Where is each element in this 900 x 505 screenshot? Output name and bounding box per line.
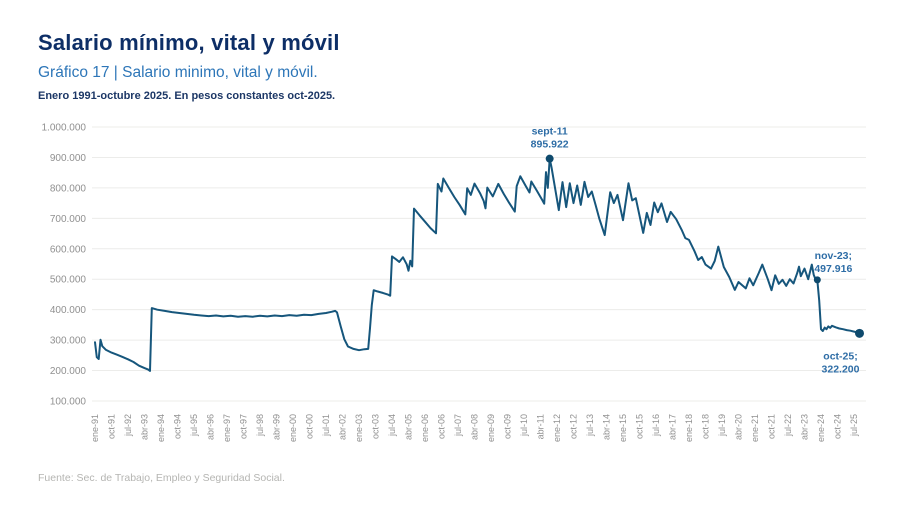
x-tick-label: abr-05 [404, 414, 414, 440]
x-tick-label: jul-10 [519, 414, 529, 437]
data-point-marker-nov-23 [813, 276, 821, 284]
x-tick-label: jul-16 [651, 414, 661, 437]
x-tick-label: abr-20 [734, 414, 744, 440]
x-tick-label: jul-95 [189, 414, 199, 437]
x-tick-label: abr-08 [470, 414, 480, 440]
annotation-sept-11: sept-11 [532, 126, 568, 138]
x-tick-label: oct-91 [107, 414, 117, 439]
y-tick-label: 100.000 [50, 397, 87, 408]
x-tick-label: jul-01 [321, 414, 331, 437]
x-tick-label: oct-00 [305, 414, 315, 439]
x-tick-label: jul-19 [717, 414, 727, 437]
x-tick-label: jul-07 [453, 414, 463, 437]
x-tick-label: jul-25 [849, 414, 859, 437]
x-tick-label: ene-91 [90, 414, 100, 442]
annotation-nov-23: nov-23; [815, 250, 852, 262]
x-tick-label: ene-21 [750, 414, 760, 442]
x-tick-label: oct-03 [371, 414, 381, 439]
x-tick-label: abr-17 [668, 414, 678, 440]
x-tick-label: ene-06 [420, 414, 430, 442]
x-tick-label: oct-15 [635, 414, 645, 439]
x-tick-label: jul-22 [783, 414, 793, 437]
y-tick-label: 300.000 [50, 336, 87, 347]
annotation-sept-11: 895.922 [531, 139, 569, 151]
y-tick-label: 600.000 [50, 244, 87, 255]
x-tick-label: abr-93 [140, 414, 150, 440]
chart-subtitle: Gráfico 17 | Salario minimo, vital y móv… [38, 64, 318, 81]
x-tick-label: oct-24 [833, 414, 843, 439]
x-tick-label: oct-97 [239, 414, 249, 439]
x-tick-label: ene-15 [618, 414, 628, 442]
data-point-marker-oct-25 [855, 328, 864, 338]
x-tick-label: oct-94 [173, 414, 183, 439]
source-note: Fuente: Sec. de Trabajo, Empleo y Seguri… [38, 472, 285, 484]
x-tick-label: ene-94 [156, 414, 166, 442]
y-tick-label: 900.000 [50, 153, 87, 164]
y-tick-label: 200.000 [50, 366, 87, 377]
x-tick-label: ene-12 [552, 414, 562, 442]
x-tick-label: abr-14 [602, 414, 612, 440]
x-tick-label: abr-23 [800, 414, 810, 440]
x-tick-label: abr-96 [206, 414, 216, 440]
y-tick-label: 1.000.000 [42, 123, 87, 134]
annotation-oct-25: oct-25; [823, 350, 857, 362]
chart-period-caption: Enero 1991-octubre 2025. En pesos consta… [38, 90, 336, 102]
y-tick-label: 400.000 [50, 305, 87, 316]
x-tick-label: ene-97 [222, 414, 232, 442]
y-tick-label: 700.000 [50, 214, 87, 225]
x-tick-label: jul-13 [585, 414, 595, 437]
series-line [94, 157, 861, 372]
x-tick-label: ene-24 [816, 414, 826, 442]
x-tick-label: oct-06 [437, 414, 447, 439]
x-tick-label: jul-98 [255, 414, 265, 437]
x-tick-label: abr-99 [272, 414, 282, 440]
data-point-marker-sept-11 [545, 154, 554, 163]
x-tick-label: ene-09 [486, 414, 496, 442]
x-tick-label: jul-04 [387, 414, 397, 437]
x-tick-label: oct-21 [767, 414, 777, 439]
page-title: Salario mínimo, vital y móvil [38, 30, 340, 55]
y-tick-label: 500.000 [50, 275, 87, 286]
x-tick-label: jul-92 [123, 414, 133, 437]
x-tick-label: oct-09 [503, 414, 513, 439]
y-tick-label: 800.000 [50, 183, 87, 194]
x-tick-label: abr-11 [536, 414, 546, 439]
x-tick-label: ene-00 [288, 414, 298, 442]
x-tick-label: ene-18 [684, 414, 694, 442]
x-tick-label: oct-18 [701, 414, 711, 439]
x-tick-label: abr-02 [338, 414, 348, 440]
x-tick-label: oct-12 [569, 414, 579, 439]
annotation-oct-25: 322.200 [822, 363, 860, 375]
annotation-nov-23: 497.916 [814, 263, 852, 275]
x-tick-label: ene-03 [354, 414, 364, 442]
